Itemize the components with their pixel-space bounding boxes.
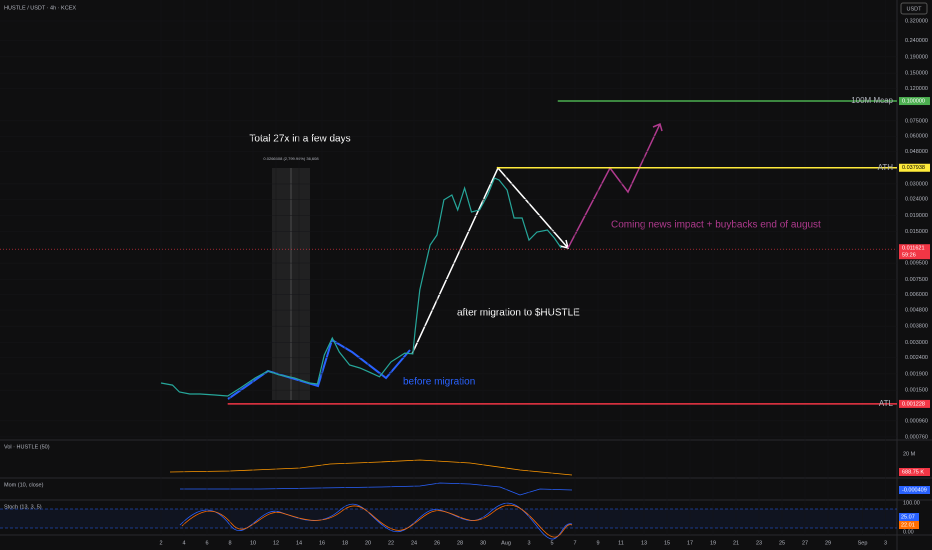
x-tick-label: 4 bbox=[182, 540, 185, 546]
y-tick-label: 0.003800 bbox=[905, 324, 928, 330]
annotation: Total 27x in a few days bbox=[249, 134, 350, 145]
x-tick-label: 5 bbox=[550, 540, 553, 546]
y-tick-label: 0.320000 bbox=[905, 18, 928, 24]
x-tick-label: 9 bbox=[596, 540, 599, 546]
pane-last-box bbox=[899, 513, 919, 521]
annotation: before migration bbox=[403, 377, 475, 388]
y-tick-label: 0.002400 bbox=[905, 355, 928, 361]
momentum-line bbox=[180, 482, 573, 496]
x-tick-label: 3 bbox=[527, 540, 530, 546]
level-name: ATH bbox=[878, 163, 894, 172]
stoch-d bbox=[181, 504, 573, 538]
level-name: 100M Mcap bbox=[851, 96, 893, 105]
y-tick-label: 0.019000 bbox=[905, 213, 928, 219]
x-tick-label: 14 bbox=[296, 540, 302, 546]
y-tick-label: 0.030000 bbox=[905, 181, 928, 187]
measure-label: 0.0266608 (2,799.96%) 36,608 bbox=[263, 156, 319, 161]
pane-title: Mom (10, close) bbox=[4, 482, 44, 488]
pane-scale: 0.00 bbox=[903, 529, 914, 535]
x-tick-label: 13 bbox=[641, 540, 647, 546]
x-tick-label: 18 bbox=[342, 540, 348, 546]
x-tick-label: 3 bbox=[884, 540, 887, 546]
y-tick-label: 0.007500 bbox=[905, 277, 928, 283]
volume-ma bbox=[169, 459, 573, 476]
y-tick-label: 0.001900 bbox=[905, 371, 928, 377]
x-tick-label: 25 bbox=[779, 540, 785, 546]
x-tick-label: 7 bbox=[573, 540, 576, 546]
x-tick-label: 23 bbox=[756, 540, 762, 546]
y-tick-label: 0.075000 bbox=[905, 118, 928, 124]
x-tick-label: 8 bbox=[228, 540, 231, 546]
y-tick-label: 0.009500 bbox=[905, 261, 928, 267]
x-tick-label: 20 bbox=[365, 540, 371, 546]
y-tick-label: 0.000960 bbox=[905, 418, 928, 424]
y-tick-label: 0.060000 bbox=[905, 134, 928, 140]
x-tick-label: 17 bbox=[687, 540, 693, 546]
x-tick-label: 26 bbox=[434, 540, 440, 546]
last-price-box bbox=[899, 244, 930, 260]
level-label: 0.037938 bbox=[902, 165, 925, 171]
y-tick-label: 0.240000 bbox=[905, 38, 928, 44]
pane-last-box bbox=[899, 468, 930, 476]
level-label-box bbox=[899, 399, 930, 408]
y-tick-label: 0.190000 bbox=[905, 54, 928, 60]
x-tick-label: 2 bbox=[159, 540, 162, 546]
pane-last-box bbox=[899, 486, 930, 494]
stoch-band bbox=[0, 509, 897, 528]
pane-scale: 20 M bbox=[903, 451, 916, 457]
pane-last-box bbox=[899, 521, 919, 529]
y-tick-label: 0.006000 bbox=[905, 292, 928, 298]
last-price-countdown: 59:26 bbox=[902, 253, 916, 259]
level-label: 0.100000 bbox=[902, 98, 925, 104]
pane-title: Stoch (13, 3, 5) bbox=[4, 504, 42, 510]
level-name: ATL bbox=[879, 399, 894, 408]
last-price-label: 0.011621 bbox=[902, 246, 925, 252]
x-tick-label: 10 bbox=[250, 540, 256, 546]
y-tick-label: 0.004800 bbox=[905, 308, 928, 314]
unit[interactable]: USDT bbox=[907, 6, 923, 12]
x-tick-label: 19 bbox=[710, 540, 716, 546]
x-tick-label: Aug bbox=[501, 540, 511, 546]
y-tick-label: 0.015000 bbox=[905, 229, 928, 235]
unit-box[interactable] bbox=[900, 2, 928, 15]
pane-last: -0.000409 bbox=[902, 487, 927, 493]
x-tick-label: 30 bbox=[480, 540, 486, 546]
pane-last: 25.07 bbox=[901, 514, 915, 520]
x-tick-label: 27 bbox=[802, 540, 808, 546]
y-tick-label: 0.000760 bbox=[905, 434, 928, 440]
x-tick-label: 22 bbox=[388, 540, 394, 546]
x-tick-label: 11 bbox=[618, 540, 624, 546]
y-tick-label: 0.048000 bbox=[905, 149, 928, 155]
pane-title: Vol · HUSTLE (50) bbox=[4, 444, 50, 450]
pane-last: 688.75 K bbox=[902, 469, 924, 475]
x-tick-label: 12 bbox=[273, 540, 279, 546]
x-tick-label: 15 bbox=[664, 540, 670, 546]
pane-last: 22.01 bbox=[901, 522, 915, 528]
y-tick-label: 0.003000 bbox=[905, 340, 928, 346]
y-tick-label: 0.150000 bbox=[905, 71, 928, 77]
arrowhead bbox=[652, 122, 663, 132]
x-tick-label: 6 bbox=[205, 540, 208, 546]
chart-title: HUSTLE / USDT · 4h · KCEX bbox=[4, 5, 76, 11]
x-tick-label: 29 bbox=[825, 540, 831, 546]
annotation: after migration to $HUSTLE bbox=[457, 308, 580, 319]
pane-scale: 100.00 bbox=[903, 500, 920, 506]
x-tick-label: 24 bbox=[411, 540, 417, 546]
measure-box bbox=[272, 168, 310, 400]
y-tick-label: 0.001500 bbox=[905, 388, 928, 394]
y-tick-label: 0.120000 bbox=[905, 86, 928, 92]
x-tick-label: 21 bbox=[733, 540, 739, 546]
y-tick-label: 0.024000 bbox=[905, 197, 928, 203]
x-tick-label: 28 bbox=[457, 540, 463, 546]
price-line bbox=[160, 177, 562, 397]
x-tick-label: Sep bbox=[858, 540, 868, 546]
x-tick-label: 16 bbox=[319, 540, 325, 546]
level-label: 0.001228 bbox=[902, 401, 925, 407]
level-label-box bbox=[899, 97, 930, 106]
level-label-box bbox=[899, 163, 930, 172]
annotation: Coming news impact + buybacks end of aug… bbox=[611, 220, 821, 231]
